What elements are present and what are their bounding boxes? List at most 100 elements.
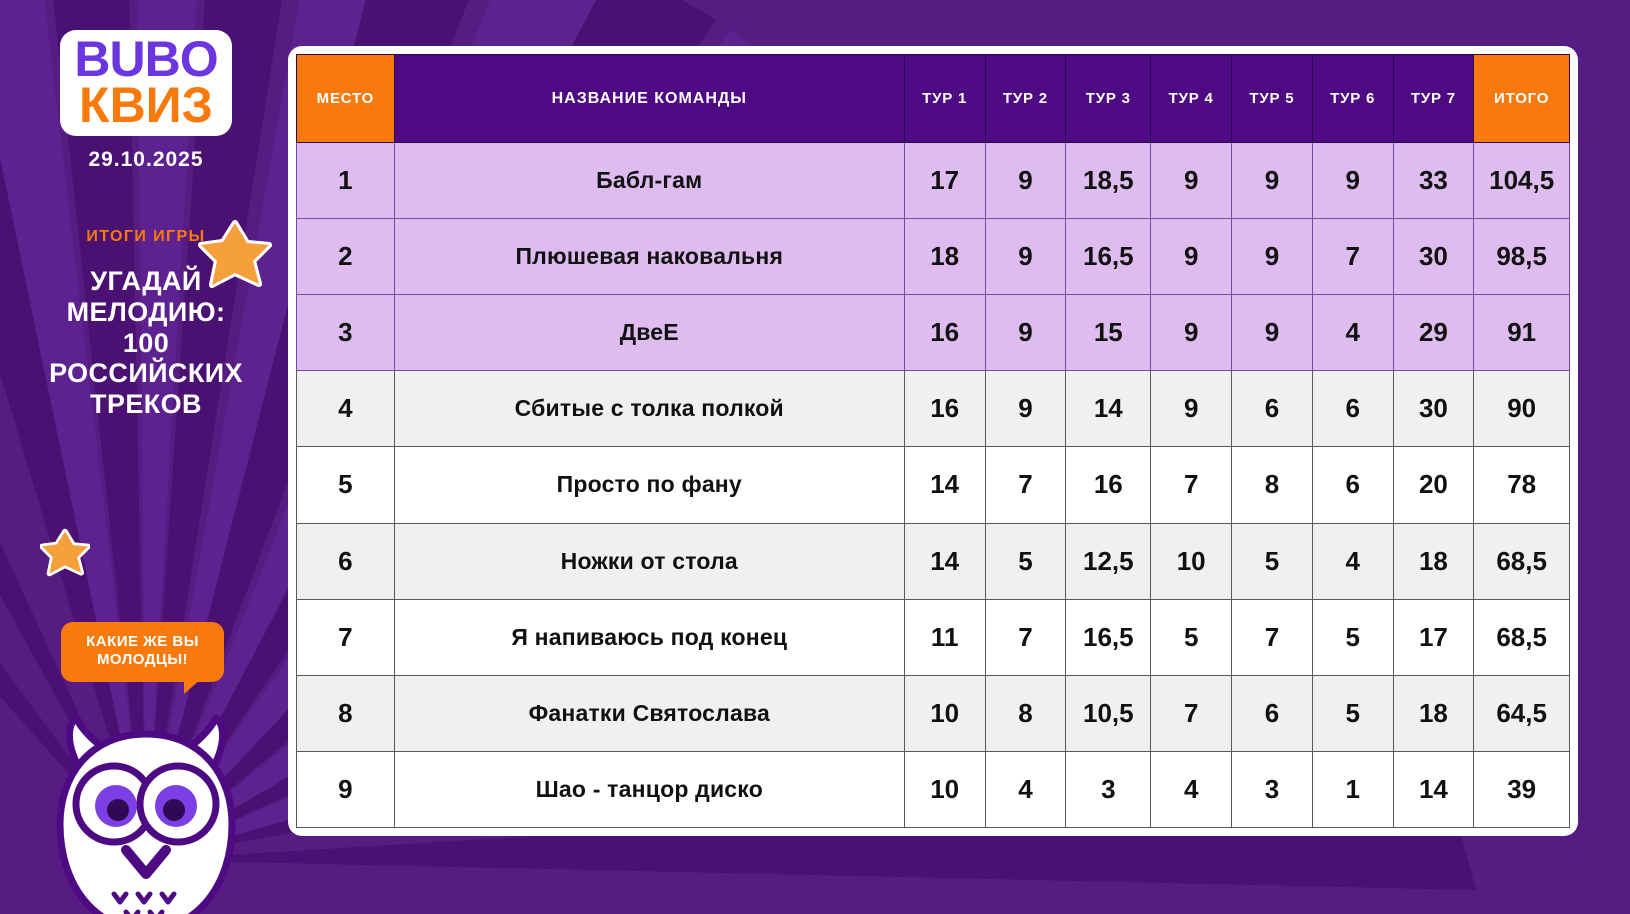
cell-team-name: Фанатки Святослава — [393, 674, 905, 752]
results-table: МЕСТО НАЗВАНИЕ КОМАНДЫ ТУР 1 ТУР 2 ТУР 3… — [296, 54, 1570, 829]
cell-total: 64,5 — [1473, 674, 1570, 752]
cell-place: 9 — [296, 750, 395, 829]
cell-tour-4: 9 — [1150, 370, 1233, 448]
congrats-bubble-text: КАКИЕ ЖЕ ВЫ МОЛОДЦЫ! — [61, 622, 224, 682]
cell-tour-7: 20 — [1392, 446, 1475, 524]
results-kicker: ИТОГИ ИГРЫ — [86, 228, 206, 245]
cell-tour-7: 33 — [1392, 141, 1475, 220]
table-header-row: МЕСТО НАЗВАНИЕ КОМАНДЫ ТУР 1 ТУР 2 ТУР 3… — [296, 54, 1570, 143]
sidebar: BUBO КВИЗ 29.10.2025 ИТОГИ ИГРЫ УГАДАЙ М… — [0, 0, 292, 914]
star-icon — [198, 220, 272, 288]
cell-total: 68,5 — [1473, 598, 1570, 676]
cell-tour-3: 18,5 — [1065, 141, 1152, 220]
cell-tour-3: 10,5 — [1065, 674, 1152, 752]
cell-tour-6: 7 — [1311, 218, 1394, 296]
logo-bubo-text: BUBO — [74, 31, 218, 87]
cell-tour-6: 9 — [1311, 141, 1394, 220]
cell-place: 8 — [296, 674, 395, 752]
cell-total: 39 — [1473, 750, 1570, 829]
cell-tour-5: 8 — [1231, 446, 1313, 524]
col-header-name: НАЗВАНИЕ КОМАНДЫ — [393, 54, 905, 143]
table-body: 1 Бабл-гам 17 9 18,5 9 9 9 33 104,5 2 Плюшевая нако… — [296, 141, 1570, 829]
table-row: 2 Плюшевая наковальня 18 9 16,5 9 9 7 30 98,5 — [296, 218, 1570, 296]
cell-tour-5: 9 — [1231, 141, 1313, 220]
cell-total: 91 — [1473, 294, 1570, 372]
col-header-tour-7: ТУР 7 — [1392, 54, 1475, 143]
cell-tour-5: 9 — [1231, 218, 1313, 296]
cell-tour-6: 4 — [1311, 522, 1394, 600]
cell-tour-4: 5 — [1150, 598, 1233, 676]
cell-total: 68,5 — [1473, 522, 1570, 600]
cell-tour-7: 30 — [1392, 370, 1475, 448]
cell-tour-7: 18 — [1392, 674, 1475, 752]
table-row: 1 Бабл-гам 17 9 18,5 9 9 9 33 104,5 — [296, 141, 1570, 220]
cell-tour-2: 7 — [984, 446, 1067, 524]
table-row: 8 Фанатки Святослава 10 8 10,5 7 6 5 18 64,5 — [296, 674, 1570, 752]
cell-tour-2: 9 — [984, 370, 1067, 448]
col-header-tour-5: ТУР 5 — [1231, 54, 1313, 143]
cell-tour-5: 5 — [1231, 522, 1313, 600]
cell-tour-3: 16,5 — [1065, 218, 1152, 296]
cell-total: 90 — [1473, 370, 1570, 448]
cell-team-name: ДвеЕ — [393, 294, 905, 372]
cell-tour-7: 17 — [1392, 598, 1475, 676]
cell-team-name: Шао - танцор диско — [393, 750, 905, 829]
cell-tour-1: 16 — [903, 370, 986, 448]
cell-tour-1: 14 — [903, 522, 986, 600]
cell-tour-1: 14 — [903, 446, 986, 524]
results-table-card: МЕСТО НАЗВАНИЕ КОМАНДЫ ТУР 1 ТУР 2 ТУР 3… — [288, 46, 1578, 836]
cell-tour-4: 9 — [1150, 218, 1233, 296]
cell-tour-1: 10 — [903, 750, 986, 829]
cell-tour-5: 7 — [1231, 598, 1313, 676]
cell-place: 1 — [296, 141, 395, 220]
cell-tour-1: 16 — [903, 294, 986, 372]
cell-team-name: Ножки от стола — [393, 522, 905, 600]
cell-tour-4: 9 — [1150, 294, 1233, 372]
cell-tour-5: 6 — [1231, 674, 1313, 752]
cell-place: 2 — [296, 218, 395, 296]
cell-tour-2: 4 — [984, 750, 1067, 829]
col-header-tour-4: ТУР 4 — [1150, 54, 1233, 143]
cell-team-name: Бабл-гам — [393, 141, 905, 220]
cell-total: 104,5 — [1473, 141, 1570, 220]
cell-tour-3: 16 — [1065, 446, 1152, 524]
cell-tour-3: 16,5 — [1065, 598, 1152, 676]
table-row: 9 Шао - танцор диско 10 4 3 4 3 1 14 39 — [296, 750, 1570, 829]
cell-place: 3 — [296, 294, 395, 372]
logo-kviz-text: КВИЗ — [79, 77, 213, 133]
cell-team-name: Я напиваюсь под конец — [393, 598, 905, 676]
cell-tour-1: 17 — [903, 141, 986, 220]
cell-tour-2: 9 — [984, 218, 1067, 296]
cell-tour-4: 7 — [1150, 674, 1233, 752]
cell-total: 78 — [1473, 446, 1570, 524]
star-icon — [40, 528, 90, 577]
cell-tour-1: 18 — [903, 218, 986, 296]
cell-tour-6: 5 — [1311, 674, 1394, 752]
event-date: 29.10.2025 — [88, 148, 204, 171]
table-row: 4 Сбитые с толка полкой 16 9 14 9 6 6 30 90 — [296, 370, 1570, 448]
cell-tour-2: 8 — [984, 674, 1067, 752]
cell-place: 6 — [296, 522, 395, 600]
cell-tour-3: 14 — [1065, 370, 1152, 448]
cell-tour-3: 3 — [1065, 750, 1152, 829]
cell-tour-2: 9 — [984, 294, 1067, 372]
bubble-tail — [184, 678, 202, 694]
table-head: МЕСТО НАЗВАНИЕ КОМАНДЫ ТУР 1 ТУР 2 ТУР 3… — [296, 54, 1570, 143]
cell-tour-2: 5 — [984, 522, 1067, 600]
cell-tour-6: 4 — [1311, 294, 1394, 372]
cell-place: 5 — [296, 446, 395, 524]
cell-tour-5: 6 — [1231, 370, 1313, 448]
col-header-tour-3: ТУР 3 — [1065, 54, 1152, 143]
cell-tour-4: 4 — [1150, 750, 1233, 829]
cell-tour-2: 9 — [984, 141, 1067, 220]
cell-tour-1: 10 — [903, 674, 986, 752]
cell-team-name: Просто по фану — [393, 446, 905, 524]
cell-team-name: Плюшевая наковальня — [393, 218, 905, 296]
cell-tour-7: 14 — [1392, 750, 1475, 829]
cell-tour-7: 30 — [1392, 218, 1475, 296]
cell-tour-6: 1 — [1311, 750, 1394, 829]
logo-card: BUBO КВИЗ — [60, 30, 232, 136]
cell-tour-4: 7 — [1150, 446, 1233, 524]
congrats-bubble: КАКИЕ ЖЕ ВЫ МОЛОДЦЫ! — [61, 622, 224, 694]
